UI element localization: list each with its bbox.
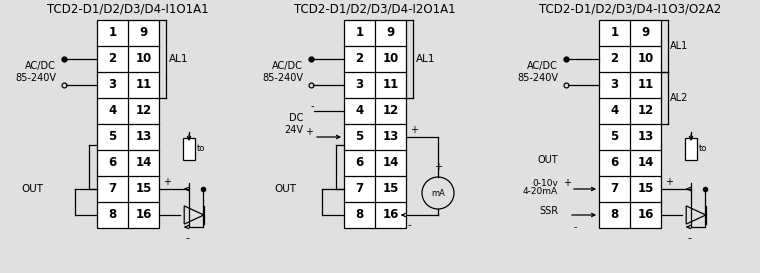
Text: +: +	[665, 177, 673, 187]
Text: 8: 8	[610, 209, 619, 221]
Text: -: -	[573, 222, 577, 232]
Text: +: +	[305, 127, 313, 137]
Text: 5: 5	[109, 130, 116, 144]
Text: 4: 4	[356, 105, 363, 117]
Text: 15: 15	[638, 182, 654, 195]
Text: 11: 11	[135, 79, 152, 91]
Text: 4: 4	[610, 105, 619, 117]
Text: AL1: AL1	[670, 41, 689, 51]
Text: 5: 5	[356, 130, 363, 144]
Text: 8: 8	[356, 209, 363, 221]
Bar	[685, 138, 697, 159]
Text: 7: 7	[109, 182, 116, 195]
Text: mA: mA	[431, 188, 445, 197]
Text: 11: 11	[382, 79, 399, 91]
Text: TCD2-D1/D2/D3/D4-I1O1A1: TCD2-D1/D2/D3/D4-I1O1A1	[47, 3, 209, 16]
Text: 8: 8	[109, 209, 116, 221]
Text: 10: 10	[638, 52, 654, 66]
Text: DC
24V: DC 24V	[284, 113, 303, 135]
Bar	[97, 20, 159, 228]
Text: to: to	[197, 144, 205, 153]
Text: 7: 7	[356, 182, 363, 195]
Text: 7: 7	[610, 182, 619, 195]
Text: 16: 16	[638, 209, 654, 221]
Text: 15: 15	[135, 182, 152, 195]
Text: 10: 10	[135, 52, 152, 66]
Text: 2: 2	[109, 52, 116, 66]
Text: -: -	[310, 101, 314, 111]
Text: 4: 4	[109, 105, 116, 117]
Text: 2: 2	[356, 52, 363, 66]
Text: 6: 6	[610, 156, 619, 170]
Text: 13: 13	[382, 130, 399, 144]
Text: 6: 6	[356, 156, 363, 170]
Text: 1: 1	[356, 26, 363, 40]
Text: 15: 15	[382, 182, 399, 195]
Text: OUT: OUT	[274, 184, 296, 194]
Text: +: +	[434, 162, 442, 172]
Text: 9: 9	[386, 26, 394, 40]
Text: 13: 13	[135, 130, 152, 144]
Text: AL1: AL1	[169, 54, 188, 64]
Text: 10: 10	[382, 52, 399, 66]
Text: 12: 12	[638, 105, 654, 117]
Text: -: -	[687, 233, 691, 243]
Text: 1: 1	[610, 26, 619, 40]
Text: 2: 2	[610, 52, 619, 66]
Text: 5: 5	[610, 130, 619, 144]
Text: AC/DC
85-240V: AC/DC 85-240V	[517, 61, 558, 83]
Text: 9: 9	[641, 26, 650, 40]
Text: AL2: AL2	[670, 93, 689, 103]
Text: 4-20mA: 4-20mA	[523, 186, 558, 195]
Text: OUT: OUT	[21, 184, 43, 194]
Text: 3: 3	[610, 79, 619, 91]
Text: 0-10v: 0-10v	[532, 179, 558, 188]
Text: 16: 16	[382, 209, 399, 221]
Text: +: +	[563, 178, 571, 188]
Text: TCD2-D1/D2/D3/D4-I1O3/O2A2: TCD2-D1/D2/D3/D4-I1O3/O2A2	[539, 3, 721, 16]
Text: AC/DC
85-240V: AC/DC 85-240V	[15, 61, 56, 83]
Text: OUT: OUT	[537, 155, 558, 165]
Text: 13: 13	[638, 130, 654, 144]
Text: 14: 14	[382, 156, 399, 170]
Text: 1: 1	[109, 26, 116, 40]
Bar	[183, 138, 195, 159]
Text: 16: 16	[135, 209, 152, 221]
Text: +: +	[410, 125, 418, 135]
Text: 12: 12	[135, 105, 152, 117]
Text: 14: 14	[638, 156, 654, 170]
Text: 6: 6	[109, 156, 116, 170]
Text: +: +	[163, 177, 171, 187]
Text: 9: 9	[139, 26, 147, 40]
Text: SSR: SSR	[539, 206, 558, 216]
Text: 12: 12	[382, 105, 399, 117]
Text: AL1: AL1	[416, 54, 435, 64]
Text: to: to	[699, 144, 708, 153]
Bar	[344, 20, 406, 228]
Text: 11: 11	[638, 79, 654, 91]
Text: -: -	[185, 233, 189, 243]
Text: 3: 3	[356, 79, 363, 91]
Text: AC/DC
85-240V: AC/DC 85-240V	[262, 61, 303, 83]
Bar	[599, 20, 661, 228]
Text: TCD2-D1/D2/D3/D4-I2O1A1: TCD2-D1/D2/D3/D4-I2O1A1	[294, 3, 456, 16]
Text: 3: 3	[109, 79, 116, 91]
Text: -: -	[408, 220, 411, 230]
Text: 14: 14	[135, 156, 152, 170]
